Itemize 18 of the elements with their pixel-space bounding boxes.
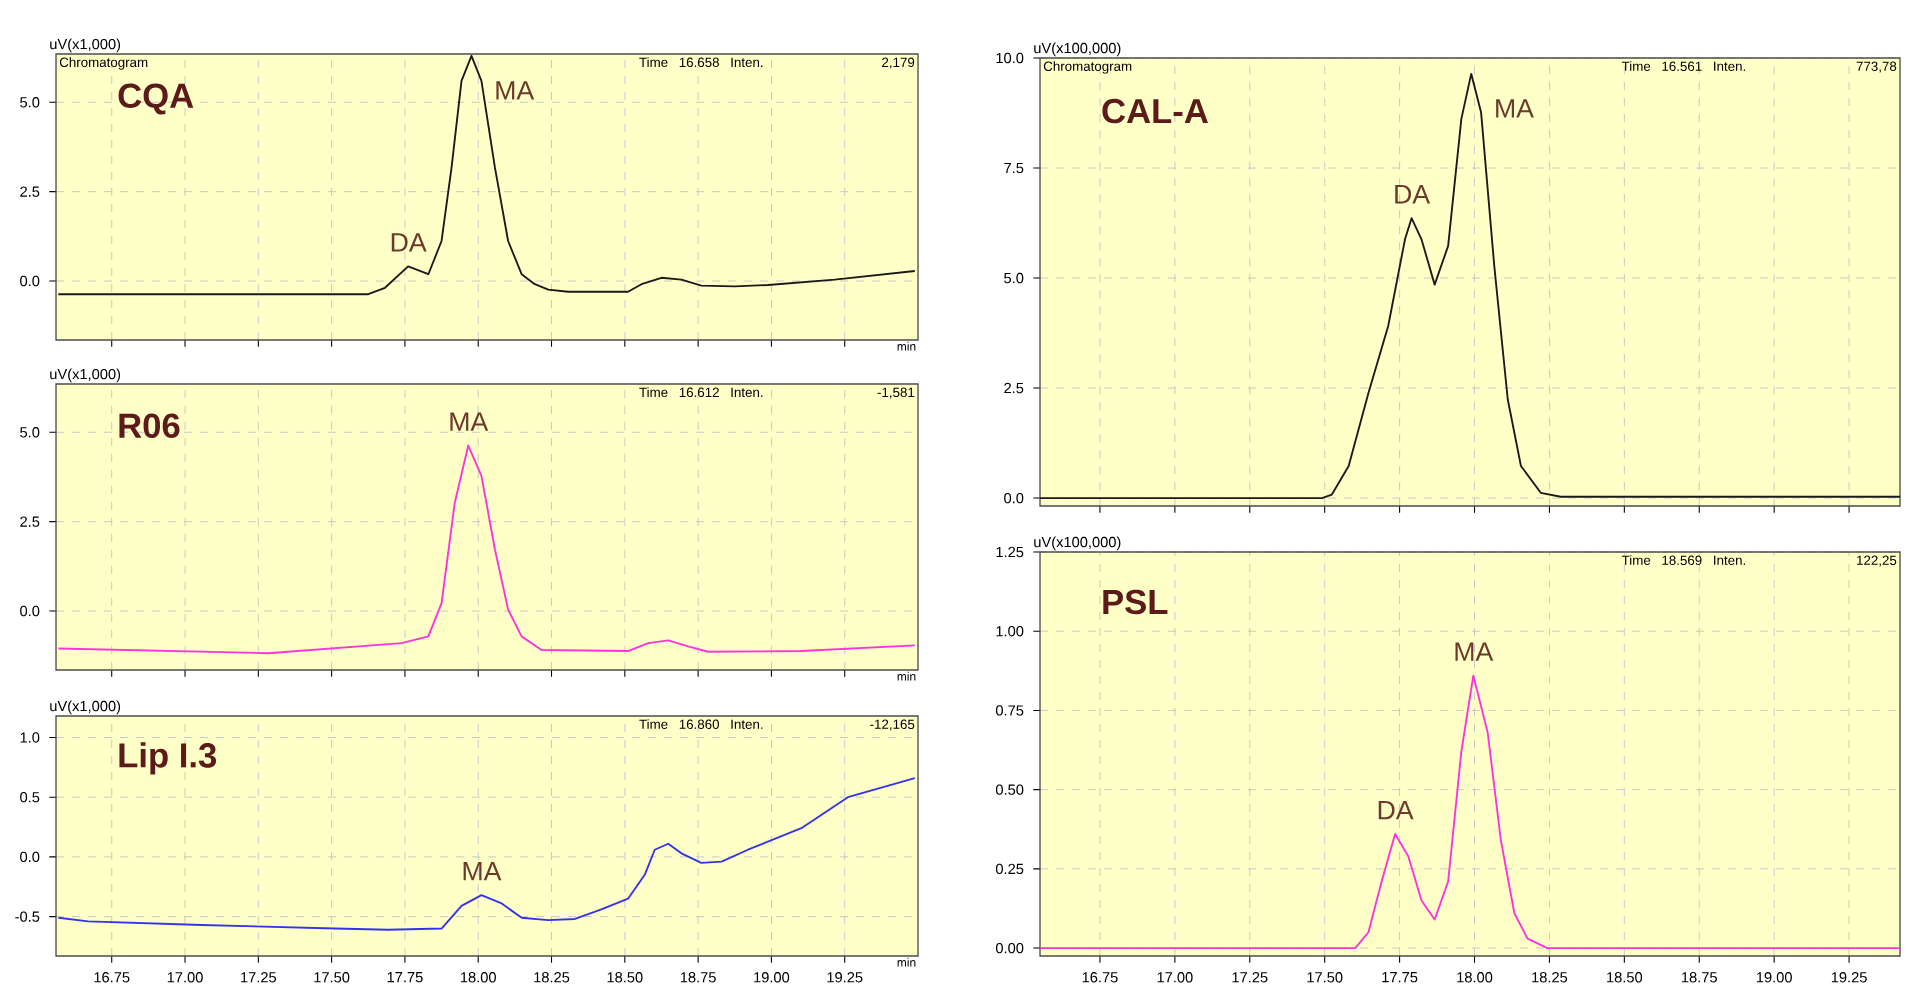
line-series: [57, 444, 916, 655]
text: CAL-A: [1102, 98, 1208, 124]
line-series: [1039, 674, 1901, 950]
text: PSL: [1103, 589, 1168, 615]
annotation: DA: [391, 233, 427, 252]
annotation: MA: [1455, 642, 1494, 661]
annotation: MA: [1496, 99, 1534, 118]
annotation: MA: [450, 412, 489, 431]
annotation: DA: [1395, 185, 1431, 204]
text: Lip I.3: [119, 742, 217, 775]
line-series: [57, 54, 916, 296]
text: R06: [119, 413, 180, 439]
text: CQA: [118, 83, 194, 115]
line-series: [1039, 72, 1901, 500]
annotation: MA: [463, 861, 502, 881]
annotation: DA: [1378, 800, 1414, 820]
line-series: [57, 777, 916, 931]
annotation: MA: [496, 81, 535, 100]
